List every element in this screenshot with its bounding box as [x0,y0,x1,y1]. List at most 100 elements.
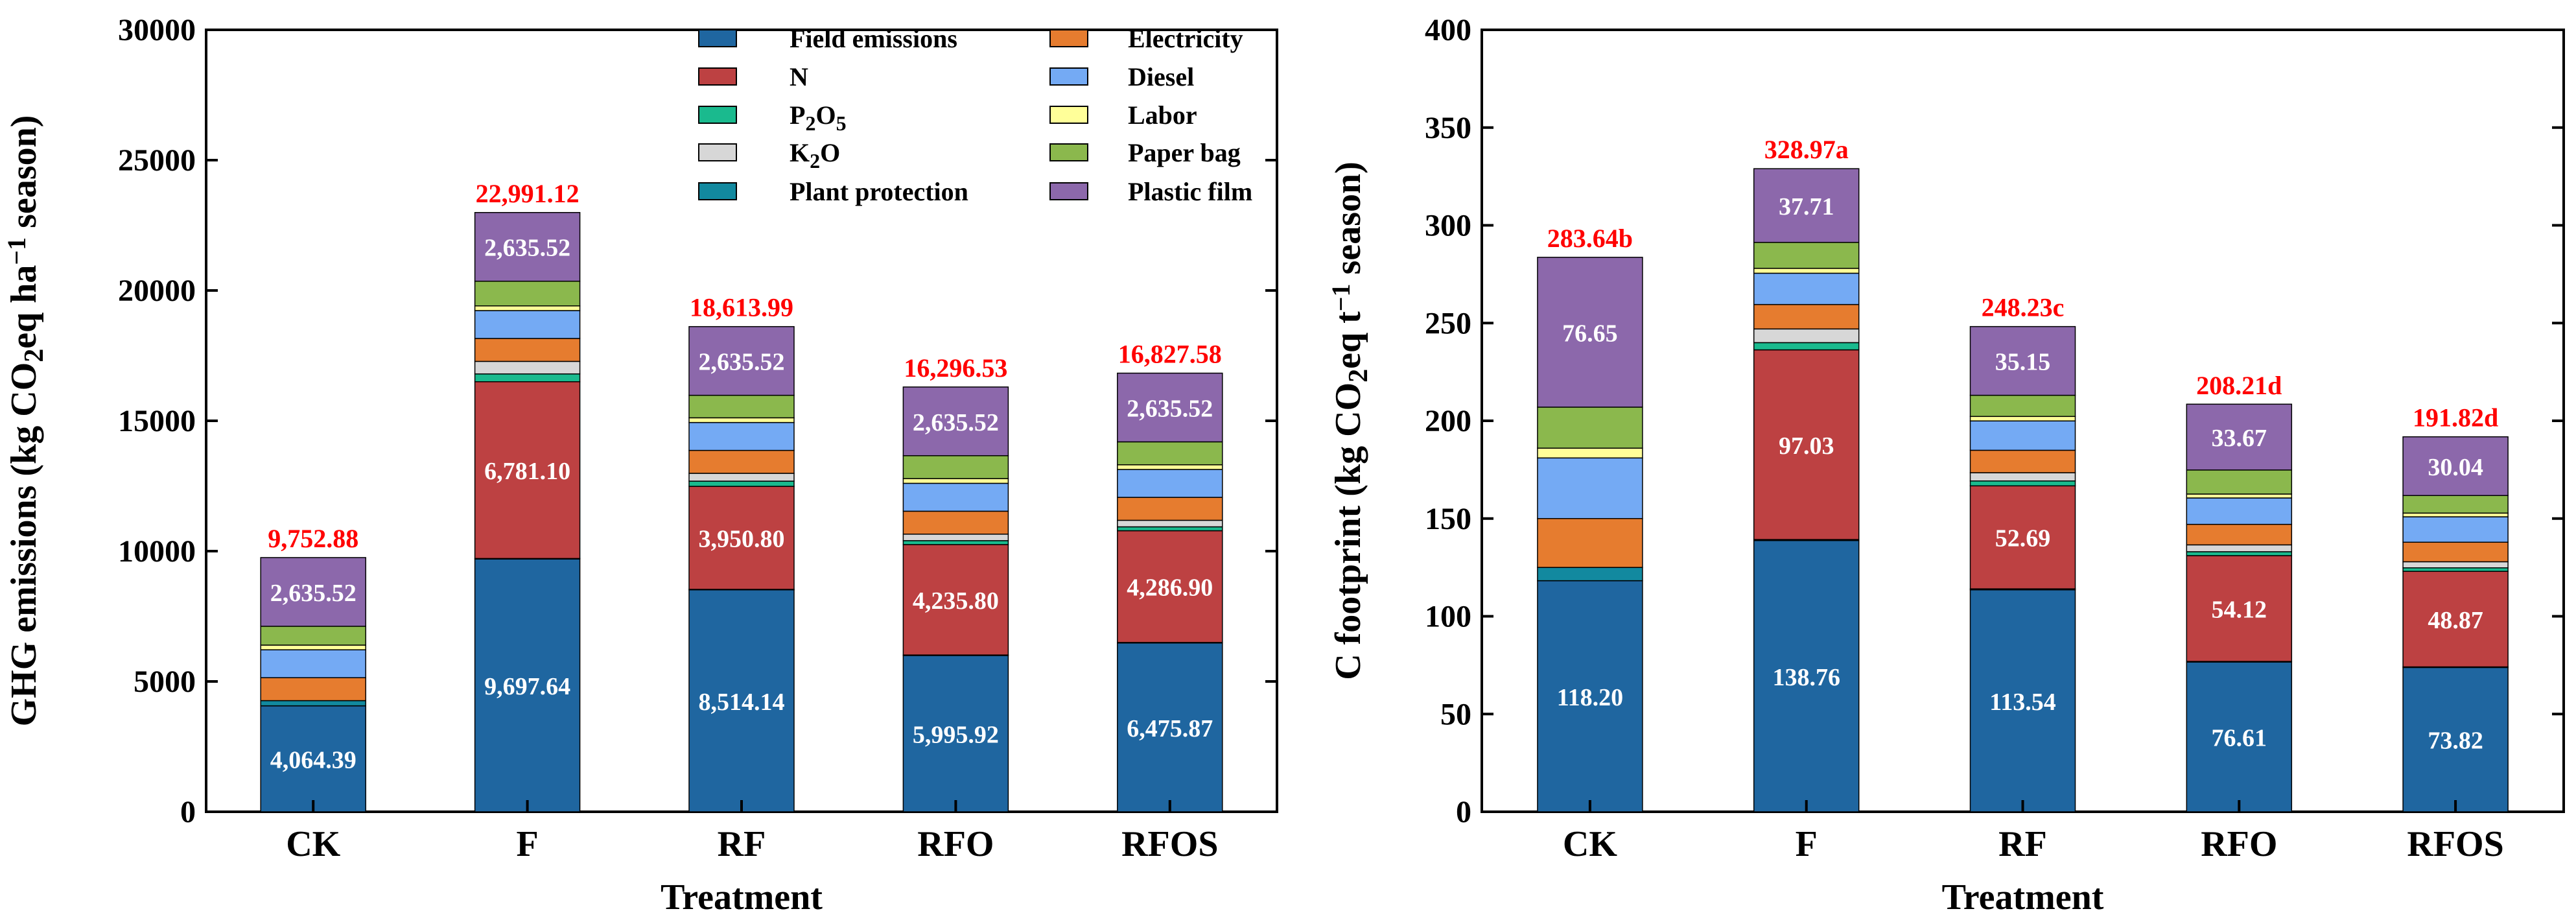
bar-rf-electricity [688,449,795,474]
segment-value-label: 4,064.39 [270,746,357,774]
legend-swatch-electricity [1049,29,1088,47]
bar-ck-diesel [260,649,366,678]
x-tick-label: RF [1998,824,2047,864]
y-tick-label: 250 [1425,306,1471,340]
segment-value-label: 35.15 [1995,349,2051,376]
bar-rf-plastic-film [688,325,795,396]
legend-swatch-plant-protection [698,182,737,200]
segment-value-label: 2,635.52 [699,349,785,376]
y-tick-label: 50 [1440,697,1471,731]
legend-label-plant-protection: Plant protection [790,177,968,206]
bar-rf-paper-bag [1969,394,2076,418]
bar-total-label: 328.97a [1764,135,1849,164]
segment-value-label: 2,635.52 [270,580,357,607]
bar-rfo-k2o [2186,544,2293,552]
bar-total-label: 283.64b [1547,224,1633,253]
bar-f-n [1753,349,1860,540]
y-tick-label: 25000 [118,143,196,178]
legend-swatch-field-emissions [698,29,737,47]
bar-rfos-electricity [1117,497,1223,521]
y-tick-label: 200 [1425,404,1471,438]
bar-rfo-labor [902,478,1009,484]
legend-swatch-paper-bag [1049,143,1088,161]
bar-f-k2o [1753,328,1860,344]
y-tick-label: 15000 [118,404,196,438]
bar-f-p2o5 [1753,342,1860,351]
bar-rf-diesel [1969,420,2076,451]
bar-rf-electricity [1969,449,2076,473]
bar-rfo-plastic-film [2186,403,2293,471]
legend-label-k2o: K2O [790,138,840,172]
bar-f-electricity [1753,303,1860,330]
legend-label-plastic-film: Plastic film [1128,177,1252,206]
segment-value-label: 2,635.52 [1127,395,1213,422]
bar-rf-n [1969,485,2076,589]
bar-rf-field-emissions [1969,589,2076,812]
bar-ck-paper-bag [1537,407,1643,449]
legend-swatch-p2o5 [698,106,737,124]
segment-value-label: 2,635.52 [484,235,570,262]
x-tick-label: RF [718,824,766,864]
segment-value-label: 6,781.10 [484,458,570,485]
segment-value-label: 52.69 [1995,525,2051,552]
segment-value-label: 37.71 [1779,193,1834,220]
legend-label-p2o5: P2O5 [790,100,847,135]
bar-f-plastic-film [474,212,581,282]
bar-rfo-n [2186,555,2293,662]
legend-label-electricity: Electricity [1128,24,1243,53]
bar-rfos-p2o5 [1117,526,1223,532]
legend-label-diesel: Diesel [1128,62,1194,91]
segment-value-label: 113.54 [1989,689,2055,716]
bar-total-label: 208.21d [2196,371,2282,400]
legend-swatch-k2o [698,143,737,161]
bar-rfo-k2o [902,534,1009,541]
legend-swatch-plastic-film [1049,182,1088,200]
bar-rfos-p2o5 [2402,567,2509,572]
segment-value-label: 8,514.14 [699,689,785,716]
bar-ck-field-emissions [1537,580,1643,812]
y-axis-title: GHG emissions (kg CO2eq ha−1 season) [2,115,49,727]
bar-rfo-plastic-film [902,386,1009,456]
segment-value-label: 48.87 [2428,607,2483,634]
bar-rfos-plastic-film [2402,436,2509,496]
segment-value-label: 4,235.80 [913,587,999,615]
segment-value-label: 3,950.80 [699,526,785,553]
bar-rfo-electricity [902,510,1009,535]
bar-rfo-electricity [2186,523,2293,546]
bar-rfo-diesel [902,482,1009,512]
x-axis-title: Treatment [661,877,823,917]
bar-total-label: 248.23c [1982,293,2065,322]
segment-value-label: 30.04 [2428,454,2483,481]
bar-ck-plastic-film [1537,257,1643,408]
y-axis-title: C footprint (kg CO2eq t−1 season) [1326,161,1374,680]
bar-f-field-emissions [474,558,581,812]
bar-total-label: 16,827.58 [1118,340,1222,369]
bar-rf-field-emissions [688,589,795,812]
legend-swatch-diesel [1049,67,1088,86]
bar-total-label: 18,613.99 [690,293,793,322]
bar-ck-plant-protection [1537,567,1643,582]
bar-rfo-paper-bag [2186,469,2293,495]
y-tick-label: 5000 [134,665,196,699]
x-tick-label: RFO [2201,824,2277,864]
segment-value-label: 5,995.92 [913,721,999,748]
bar-ck-labor [260,644,366,650]
y-tick-label: 400 [1425,13,1471,47]
y-tick-label: 150 [1425,502,1471,536]
bar-rfos-paper-bag [2402,495,2509,514]
bar-total-label: 191.82d [2413,403,2498,432]
bar-rfos-field-emissions [1117,642,1223,812]
segment-value-label: 118.20 [1557,684,1623,711]
bar-rfos-paper-bag [1117,441,1223,466]
bar-ck-field-emissions [260,705,366,812]
ghg-emissions-chart: 0 5000 10000 15000 20000 25000 30000 4,064.39 2,… [2,13,1278,917]
bar-rf-k2o [688,473,795,482]
legend-swatch-n [698,67,737,86]
segment-value-label: 76.61 [2212,725,2267,752]
bar-f-paper-bag [1753,242,1860,269]
bar-rf-p2o5 [1969,480,2076,487]
bar-ck-electricity [260,677,366,702]
bar-f-labor [1753,268,1860,274]
x-tick-label: RFO [917,824,994,864]
